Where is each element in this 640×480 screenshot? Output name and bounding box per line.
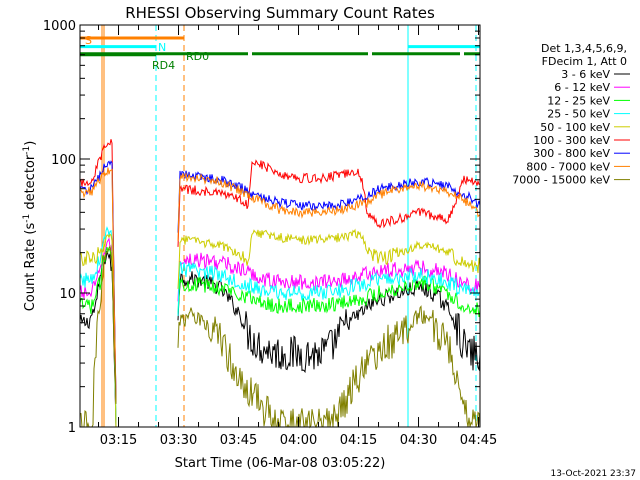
legend-entry-2: 12 - 25 keV — [547, 94, 610, 107]
series-line-3-0 — [79, 226, 117, 428]
y-axis-label: Count Rate (s-1 detector-1) — [22, 141, 38, 312]
legend-entry-8: 7000 - 15000 keV — [512, 174, 610, 187]
flag-label-s: S — [85, 34, 92, 47]
legend-header-1: FDecim 1, Att 0 — [542, 55, 627, 68]
series-line-8-0 — [79, 244, 117, 428]
legend-entry-6: 300 - 800 keV — [533, 147, 610, 160]
flag-label-n: N — [158, 41, 166, 54]
y-tick-label: 1 — [68, 421, 76, 436]
series-line-4-1 — [177, 228, 481, 289]
date-stamp: 13-Oct-2021 23:37 — [551, 469, 636, 479]
series-line-7-0 — [79, 167, 117, 403]
legend: Det 1,3,4,5,6,9,FDecim 1, Att 03 - 6 keV… — [512, 42, 630, 187]
legend-entry-7: 800 - 7000 keV — [526, 160, 610, 173]
x-tick-label: 04:00 — [280, 433, 317, 448]
series-line-5-0 — [79, 139, 117, 400]
x-tick-label: 03:45 — [220, 433, 257, 448]
x-tick-label: 03:30 — [160, 433, 197, 448]
flag-label-rd4: RD4 — [152, 59, 175, 72]
x-tick-label: 03:15 — [100, 433, 137, 448]
legend-entry-1: 6 - 12 keV — [554, 81, 610, 94]
legend-entry-4: 50 - 100 keV — [540, 121, 610, 134]
x-tick-label: 04:30 — [400, 433, 437, 448]
y-tick-label: 1000 — [43, 19, 76, 34]
x-tick-label: 04:15 — [340, 433, 377, 448]
x-axis-label: Start Time (06-Mar-08 03:05:22) — [175, 456, 386, 471]
series-line-3-1 — [177, 262, 481, 316]
legend-entry-3: 25 - 50 keV — [547, 108, 610, 121]
series-line-2-0 — [79, 246, 117, 428]
legend-header-0: Det 1,3,4,5,6,9, — [541, 42, 627, 55]
series-line-2-1 — [177, 275, 481, 318]
y-tick-label: 10 — [59, 287, 76, 302]
x-axis: 03:15 03:30 03:45 04:00 04:15 04:30 04:45 — [98, 25, 497, 448]
series-line-0-0 — [79, 251, 117, 428]
x-tick-label: 04:45 — [460, 433, 497, 448]
series-line-4-0 — [79, 233, 117, 428]
series-line-5-1 — [177, 159, 481, 247]
series-line-7-1 — [177, 171, 481, 242]
plot-frame — [79, 24, 481, 428]
legend-entry-5: 100 - 300 keV — [533, 134, 610, 147]
series-line-8-1 — [177, 305, 481, 429]
series-line-6-0 — [79, 160, 117, 401]
plot-area: S N RD0 RD4 — [79, 25, 481, 429]
legend-entry-0: 3 - 6 keV — [561, 68, 610, 81]
y-tick-label: 100 — [51, 153, 76, 168]
chart-title: RHESSI Observing Summary Count Rates — [125, 4, 435, 22]
series-line-1-1 — [177, 252, 481, 302]
flag-label-rd0: RD0 — [186, 50, 209, 63]
series-line-0-1 — [177, 271, 481, 374]
y-axis: 1 10 100 1000 — [43, 19, 480, 436]
